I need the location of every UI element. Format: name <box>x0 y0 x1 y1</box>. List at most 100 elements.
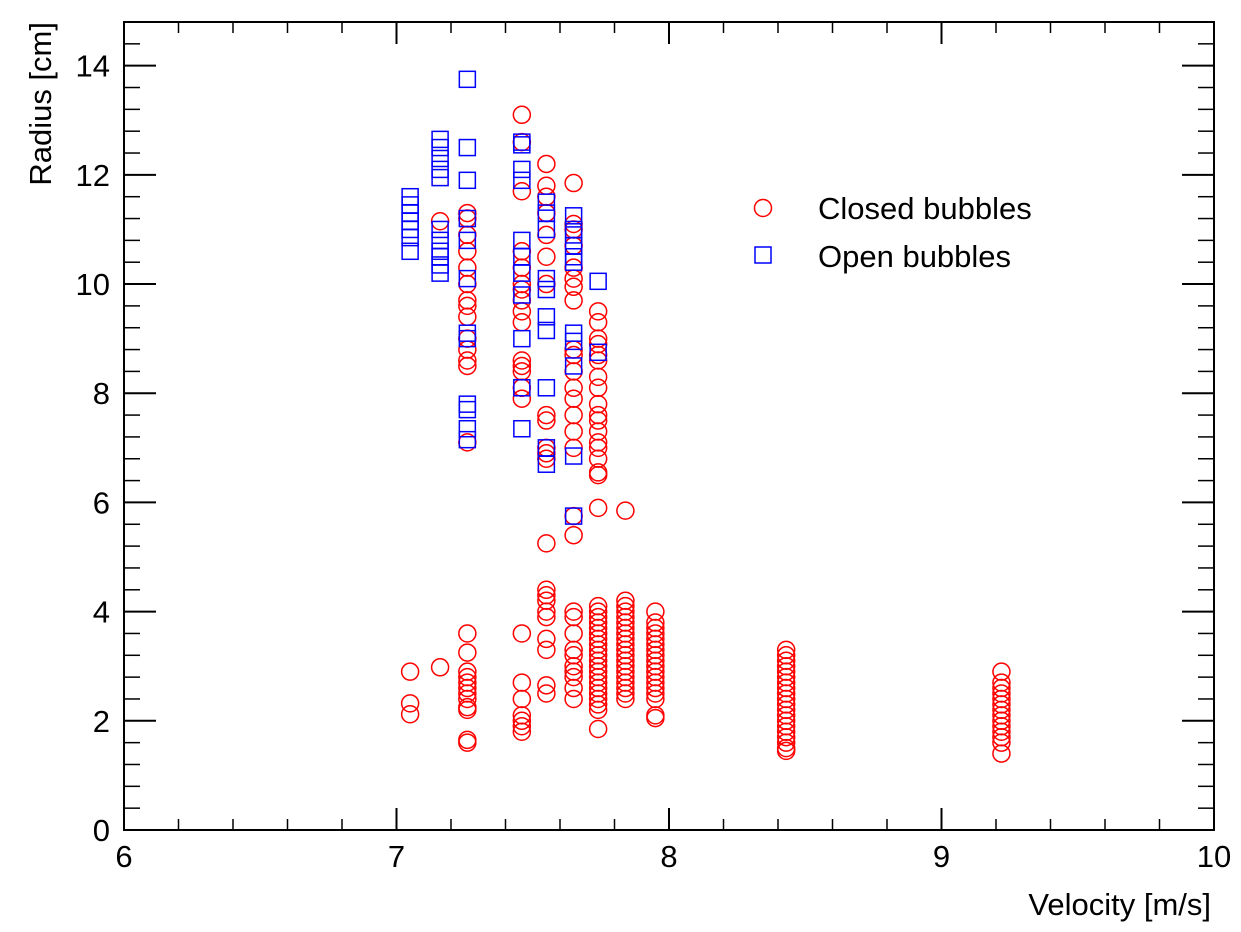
open-bubble-point <box>537 269 556 288</box>
open-bubble-point <box>458 171 477 190</box>
closed-bubble-point <box>992 722 1011 741</box>
open-bubble-point <box>564 253 583 271</box>
open-bubble-point <box>431 138 449 157</box>
open-bubble-point <box>458 138 477 157</box>
closed-bubble-point <box>588 438 608 458</box>
closed-bubble-point <box>564 678 583 698</box>
y-tick-label: 4 <box>93 595 110 630</box>
closed-bubble-point <box>458 700 477 720</box>
open-bubble-point <box>564 332 583 351</box>
open-bubble-point <box>513 136 531 154</box>
closed-bubble-point <box>537 247 556 267</box>
open-bubble-point <box>401 228 419 247</box>
x-tick-label: 10 <box>1197 839 1231 874</box>
closed-bubble-point <box>776 733 796 752</box>
x-tick-label: 9 <box>933 839 950 874</box>
open-bubble-point <box>537 220 556 239</box>
y-tick-label: 0 <box>93 813 110 848</box>
x-tick-label: 6 <box>115 839 132 874</box>
closed-bubble-point <box>588 700 608 720</box>
closed-bubble-point <box>512 717 532 736</box>
open-bubble-point <box>537 308 556 326</box>
closed-bubble-point <box>537 607 556 627</box>
closed-bubble-point <box>588 302 608 321</box>
open-bubble-point <box>513 329 531 348</box>
closed-bubble-point <box>588 411 608 430</box>
open-bubble-point <box>564 447 583 465</box>
closed-bubble-point <box>564 689 583 709</box>
closed-bubble-point <box>512 624 532 643</box>
open-bubble-point <box>537 280 556 299</box>
legend-closed-marker <box>753 198 773 218</box>
closed-bubble-point <box>458 733 477 752</box>
closed-bubble-point <box>458 689 477 709</box>
closed-bubble-point <box>588 719 608 739</box>
y-tick-label: 6 <box>93 485 110 520</box>
y-tick-label: 8 <box>93 376 110 411</box>
closed-bubble-point <box>458 296 477 316</box>
open-bubble-point <box>564 357 583 375</box>
open-bubble-point <box>458 209 477 228</box>
open-bubble-point <box>537 321 556 340</box>
closed-bubble-point <box>512 351 532 370</box>
series-open-bubbles <box>401 70 607 525</box>
open-bubble-point <box>513 379 531 397</box>
open-bubble-point <box>537 455 556 473</box>
axis-ticks <box>123 21 1215 831</box>
closed-bubble-point <box>646 708 665 728</box>
closed-bubble-point <box>430 658 450 677</box>
closed-bubble-point <box>537 684 556 703</box>
open-bubble-point <box>513 171 531 190</box>
closed-bubble-point <box>992 733 1011 752</box>
open-bubble-point <box>564 207 583 225</box>
data-points <box>400 70 1011 763</box>
closed-bubble-point <box>537 676 556 695</box>
open-bubble-point <box>458 329 477 348</box>
closed-bubble-point <box>537 405 556 425</box>
open-bubble-point <box>431 168 449 187</box>
open-bubble-point <box>401 242 419 261</box>
closed-bubble-point <box>458 356 477 376</box>
open-bubble-point <box>431 220 449 239</box>
closed-bubble-point <box>537 580 556 600</box>
y-tick-label: 10 <box>76 267 110 302</box>
closed-bubble-point <box>588 695 608 714</box>
y-tick-label: 14 <box>76 49 110 84</box>
closed-bubble-point <box>512 181 532 201</box>
closed-bubble-point <box>646 684 665 703</box>
closed-bubble-point <box>537 534 556 553</box>
closed-bubble-point <box>537 154 556 174</box>
open-bubble-point <box>513 160 531 179</box>
x-tick-label: 7 <box>388 839 405 874</box>
open-bubble-point <box>537 379 556 397</box>
closed-bubble-point <box>512 722 532 741</box>
closed-bubble-point <box>564 173 583 193</box>
closed-bubble-point <box>537 640 556 660</box>
closed-bubble-point <box>616 689 635 709</box>
closed-bubble-point <box>400 662 420 681</box>
closed-bubble-point <box>616 501 635 520</box>
open-bubble-point <box>458 231 477 250</box>
closed-bubble-point <box>458 351 477 370</box>
closed-bubble-point <box>564 378 583 398</box>
closed-bubble-point <box>537 629 556 649</box>
closed-bubble-point <box>646 678 665 698</box>
x-tick-label: 8 <box>660 839 677 874</box>
open-bubble-point <box>564 507 583 525</box>
closed-bubble-point <box>588 689 608 709</box>
closed-bubble-point <box>458 678 477 698</box>
closed-bubble-point <box>588 465 608 485</box>
closed-bubble-point <box>588 367 608 387</box>
legend: Closed bubbles Open bubbles <box>753 191 1032 274</box>
open-bubble-point <box>458 269 477 288</box>
open-bubble-point <box>513 286 531 304</box>
closed-bubble-point <box>512 105 532 125</box>
closed-bubble-point <box>458 643 477 662</box>
open-bubble-point <box>537 193 556 211</box>
open-bubble-point <box>458 430 477 449</box>
open-bubble-point <box>513 419 531 438</box>
open-bubble-point <box>431 264 449 282</box>
y-tick-label: 12 <box>76 158 110 193</box>
closed-bubble-point <box>992 744 1011 763</box>
